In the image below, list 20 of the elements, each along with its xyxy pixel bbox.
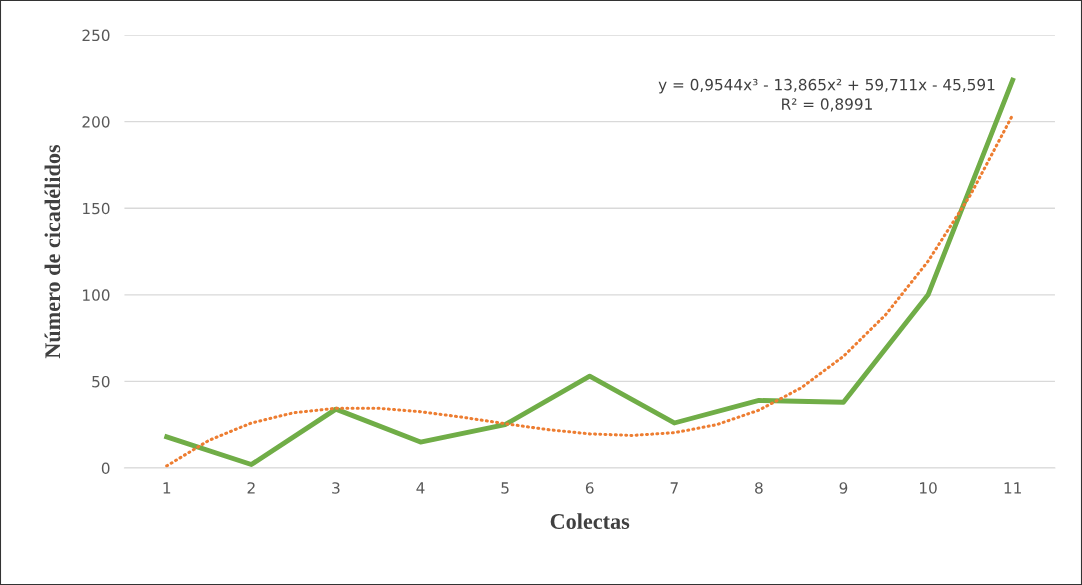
x-axis-title: Colectas [550,513,630,529]
x-tick-label: 9 [839,482,848,494]
y-tick-label: 150 [83,202,110,215]
annotation: y = 0,9544x³ - 13,865x² + 59,711x - 45,591 R² = 0,8991 [658,78,995,112]
y-tick-label: 50 [92,375,110,388]
x-tick-label: 4 [416,482,425,494]
y-tick-label: 100 [83,289,110,301]
y-axis-title: Número de cicadélidos [44,144,61,359]
x-tick-label: 7 [670,482,678,494]
x-tick-label: 10 [920,482,937,494]
x-tick-label: 8 [755,482,763,494]
x-tick-label: 1 [163,482,171,494]
y-tick-label: 200 [82,116,110,128]
x-tick-label: 2 [247,482,255,494]
x-tick-label: 5 [501,482,509,494]
y-tick-label: 250 [82,29,110,42]
x-tick-label: 3 [332,482,340,494]
x-tick-label: 11 [1004,482,1021,494]
y-tick-label: 0 [101,462,110,475]
x-tick-label: 6 [585,482,594,494]
